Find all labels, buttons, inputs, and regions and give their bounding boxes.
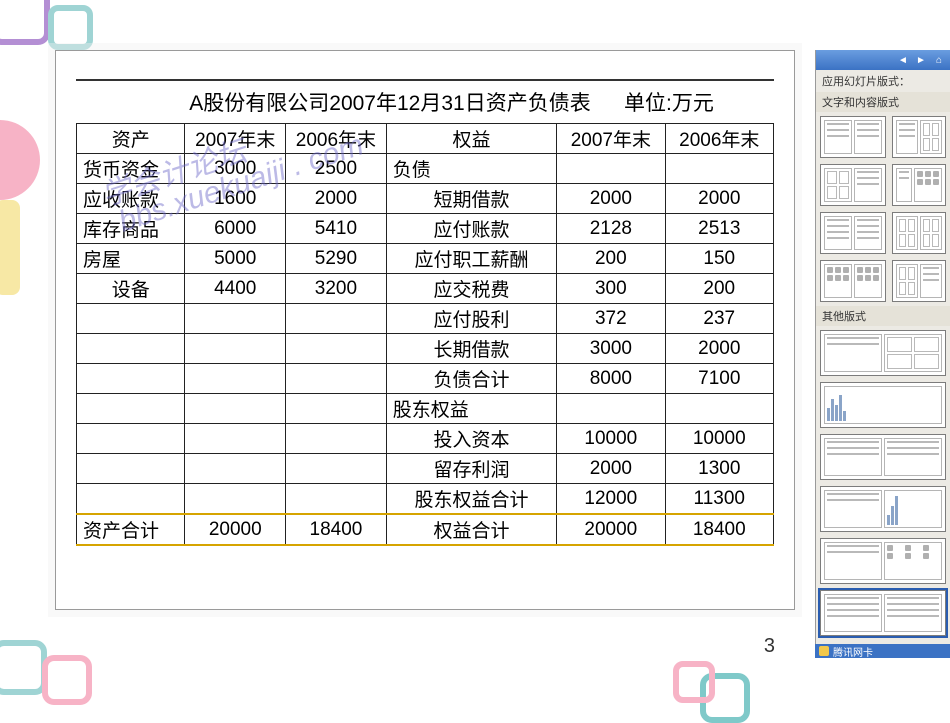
taskpane-section-2: 其他版式 — [816, 306, 950, 326]
header-2006-left: 2006年末 — [286, 124, 387, 154]
decor-square-teal — [48, 5, 93, 50]
slide-canvas[interactable]: 学会计论坛 bbs.xuekuaiji . com A股份有限公司2007年12… — [55, 50, 795, 610]
table-row: 货币资金30002500负债 — [77, 154, 774, 184]
table-row: 库存商品60005410应付账款21282513 — [77, 214, 774, 244]
table-row: 负债合计80007100 — [77, 364, 774, 394]
decor-square-pink-3 — [673, 661, 715, 703]
layout-thumb[interactable] — [820, 116, 886, 158]
table-row: 投入资本1000010000 — [77, 424, 774, 454]
decor-square-purple — [0, 0, 50, 45]
layout-thumb[interactable] — [892, 164, 946, 206]
total-equity-label: 权益合计 — [386, 514, 556, 545]
decor-square-teal-2 — [0, 640, 47, 695]
taskpane-section-1: 文字和内容版式 — [816, 92, 950, 112]
table-row: 股东权益 — [77, 394, 774, 424]
header-asset: 资产 — [77, 124, 185, 154]
unit-label: 单位:万元 — [624, 87, 774, 117]
layout-thumb[interactable] — [892, 212, 946, 254]
table-row: 留存利润20001300 — [77, 454, 774, 484]
table-title: A股份有限公司2007年12月31日资产负债表 — [76, 87, 624, 117]
table-row: 应付股利372237 — [77, 304, 774, 334]
layout-thumb[interactable] — [820, 330, 946, 376]
layout-thumb[interactable] — [892, 260, 946, 302]
table-row: 股东权益合计1200011300 — [77, 484, 774, 515]
decor-square-pink-2 — [42, 655, 92, 705]
header-2007-left: 2007年末 — [185, 124, 286, 154]
layout-thumb-selected[interactable] — [820, 590, 946, 636]
table-row: 房屋50005290应付职工薪酬200150 — [77, 244, 774, 274]
layout-thumb[interactable] — [820, 382, 946, 428]
table-total-row: 资产合计 20000 18400 权益合计 20000 18400 — [77, 514, 774, 545]
header-2007-right: 2007年末 — [557, 124, 665, 154]
table-row: 应收账款16002000短期借款20002000 — [77, 184, 774, 214]
table-header-row: 资产 2007年末 2006年末 权益 2007年末 2006年末 — [77, 124, 774, 154]
home-icon[interactable]: ⌂ — [932, 53, 946, 67]
bottom-notification-label: 腾讯网卡 — [833, 644, 873, 659]
taskpane-title: 应用幻灯片版式： — [816, 70, 950, 92]
table-row: 设备44003200应交税费300200 — [77, 274, 774, 304]
layout-thumb[interactable] — [820, 212, 886, 254]
layout-thumb[interactable] — [820, 538, 946, 584]
layout-thumb[interactable] — [820, 434, 946, 480]
decor-circle-pink — [0, 120, 40, 200]
layout-thumb[interactable] — [820, 164, 886, 206]
decor-rect-yellow — [0, 200, 20, 295]
layout-thumb[interactable] — [892, 116, 946, 158]
bottom-notification[interactable]: 腾讯网卡 — [815, 644, 950, 658]
layout-thumb[interactable] — [820, 486, 946, 532]
slide-page-number: 3 — [764, 635, 775, 658]
back-icon[interactable]: ◄ — [896, 53, 910, 67]
layout-thumb[interactable] — [820, 260, 886, 302]
table-row: 长期借款30002000 — [77, 334, 774, 364]
layout-taskpane: ◄ ► ⌂ 应用幻灯片版式： 文字和内容版式 其他版式 — [815, 50, 950, 645]
header-2006-right: 2006年末 — [665, 124, 773, 154]
total-asset-label: 资产合计 — [77, 514, 185, 545]
balance-sheet-table: 资产 2007年末 2006年末 权益 2007年末 2006年末 货币资金30… — [76, 123, 774, 546]
forward-icon[interactable]: ► — [914, 53, 928, 67]
taskpane-header: ◄ ► ⌂ — [816, 50, 950, 70]
header-equity: 权益 — [386, 124, 556, 154]
